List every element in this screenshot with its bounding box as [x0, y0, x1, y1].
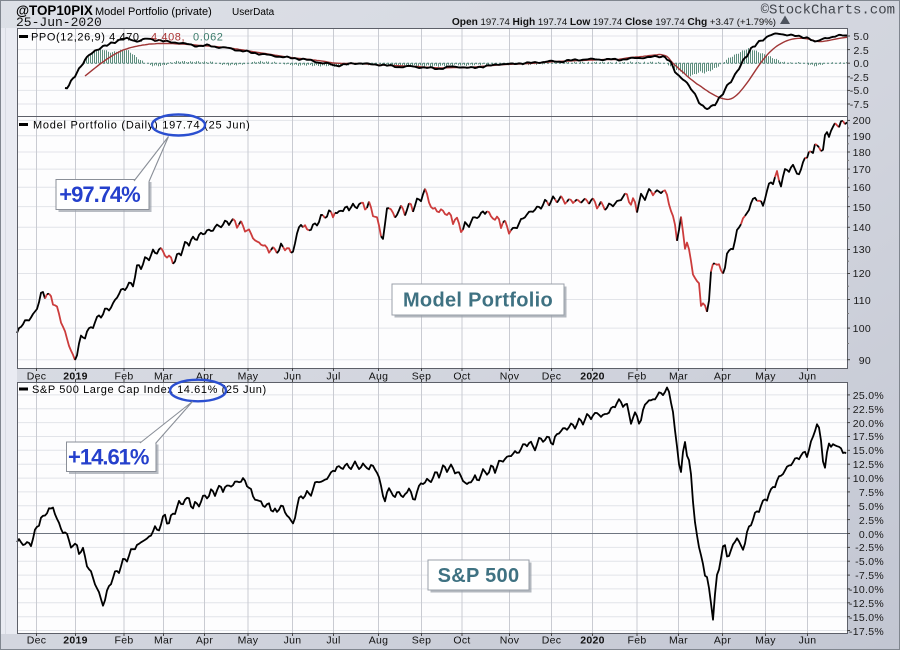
- svg-text:2.5: 2.5: [854, 45, 870, 57]
- svg-text:Model Portfolio (private): Model Portfolio (private): [95, 6, 212, 18]
- svg-text:140: 140: [853, 222, 871, 234]
- svg-text:Jul: Jul: [326, 371, 340, 383]
- svg-text:-2.5%: -2.5%: [855, 542, 884, 554]
- svg-text:15.0%: 15.0%: [853, 445, 884, 457]
- svg-text:Nov: Nov: [500, 635, 520, 647]
- svg-text:5.0: 5.0: [854, 31, 870, 43]
- svg-text:17.5%: 17.5%: [853, 431, 884, 443]
- svg-text:0.0: 0.0: [854, 58, 870, 70]
- svg-text:May: May: [755, 635, 776, 647]
- svg-text:20.0%: 20.0%: [853, 418, 884, 430]
- svg-text:Jun: Jun: [284, 371, 302, 383]
- svg-text:PPO(12,26,9) 4.470,: PPO(12,26,9) 4.470,: [31, 32, 143, 44]
- svg-text:90: 90: [859, 355, 871, 367]
- svg-text:Feb: Feb: [628, 371, 647, 383]
- svg-text:-7.5%: -7.5%: [855, 570, 884, 582]
- svg-text:170: 170: [853, 164, 871, 176]
- svg-text:150: 150: [853, 202, 871, 214]
- svg-text:May: May: [238, 635, 259, 647]
- svg-text:Apr: Apr: [714, 635, 731, 647]
- svg-text:110: 110: [853, 295, 871, 307]
- svg-text:Jun: Jun: [799, 371, 817, 383]
- svg-text:2.5%: 2.5%: [859, 515, 884, 527]
- svg-text:Feb: Feb: [628, 635, 647, 647]
- svg-text:+97.74%: +97.74%: [59, 182, 140, 207]
- svg-text:130: 130: [853, 244, 871, 256]
- svg-text:2020: 2020: [580, 635, 605, 647]
- svg-text:10.0%: 10.0%: [853, 473, 884, 485]
- svg-text:Dec: Dec: [27, 371, 47, 383]
- svg-text:-2.5: -2.5: [850, 72, 869, 84]
- svg-text:+14.61%: +14.61%: [68, 444, 149, 469]
- svg-text:2020: 2020: [580, 371, 605, 383]
- svg-text:-5.0: -5.0: [850, 85, 869, 97]
- svg-text:-10.0%: -10.0%: [849, 584, 884, 596]
- svg-text:Sep: Sep: [412, 635, 432, 647]
- svg-text:Mar: Mar: [669, 371, 688, 383]
- svg-text:100: 100: [853, 323, 871, 335]
- svg-text:Apr: Apr: [196, 635, 213, 647]
- svg-text:Dec: Dec: [542, 635, 562, 647]
- svg-text:Oct: Oct: [453, 635, 470, 647]
- svg-text:-17.5%: -17.5%: [849, 626, 884, 638]
- svg-text:S&P 500 Large Cap Index 14.61: S&P 500 Large Cap Index 14.61% (25 Jun): [32, 384, 267, 396]
- svg-text:©StockCharts.com: ©StockCharts.com: [761, 3, 895, 19]
- svg-text:5.0%: 5.0%: [859, 501, 884, 513]
- svg-text:2019: 2019: [63, 371, 88, 383]
- svg-text:Mar: Mar: [669, 635, 688, 647]
- svg-text:Sep: Sep: [412, 371, 432, 383]
- svg-text:120: 120: [853, 268, 871, 280]
- svg-text:May: May: [238, 371, 259, 383]
- svg-text:May: May: [755, 371, 776, 383]
- svg-text:Apr: Apr: [714, 371, 731, 383]
- svg-text:12.5%: 12.5%: [853, 459, 884, 471]
- svg-text:200: 200: [853, 115, 871, 127]
- svg-text:Aug: Aug: [369, 635, 389, 647]
- svg-text:Dec: Dec: [27, 635, 47, 647]
- svg-text:0.062: 0.062: [193, 32, 224, 44]
- svg-text:Feb: Feb: [115, 635, 134, 647]
- svg-text:190: 190: [853, 131, 871, 143]
- svg-text:160: 160: [853, 182, 871, 194]
- svg-text:Feb: Feb: [115, 371, 134, 383]
- svg-text:Jun: Jun: [284, 635, 302, 647]
- svg-text:22.5%: 22.5%: [853, 404, 884, 416]
- svg-text:25.0%: 25.0%: [853, 390, 884, 402]
- svg-text:4.408,: 4.408,: [151, 32, 185, 44]
- svg-text:180: 180: [853, 147, 871, 159]
- svg-text:Open 197.74 High 197.74 Low 19: Open 197.74 High 197.74 Low 197.74 Close…: [452, 17, 776, 28]
- svg-text:Jul: Jul: [326, 635, 340, 647]
- svg-text:-12.5%: -12.5%: [849, 598, 884, 610]
- svg-text:7.5%: 7.5%: [859, 487, 884, 499]
- svg-text:Model Portfolio: Model Portfolio: [403, 290, 553, 312]
- svg-text:S&P 500: S&P 500: [438, 565, 520, 587]
- svg-text:Aug: Aug: [369, 371, 389, 383]
- svg-text:-5.0%: -5.0%: [855, 556, 884, 568]
- svg-text:Mar: Mar: [154, 371, 173, 383]
- svg-text:25-Jun-2020: 25-Jun-2020: [16, 15, 102, 30]
- svg-text:@TOP10PIX: @TOP10PIX: [16, 3, 93, 18]
- svg-text:-15.0%: -15.0%: [849, 612, 884, 624]
- svg-text:Mar: Mar: [154, 635, 173, 647]
- svg-text:Nov: Nov: [500, 371, 520, 383]
- svg-text:0.0%: 0.0%: [859, 529, 884, 541]
- svg-text:Dec: Dec: [542, 371, 562, 383]
- svg-text:2019: 2019: [63, 635, 88, 647]
- svg-text:Model Portfolio (Daily) 197.7: Model Portfolio (Daily) 197.74 (25 Jun): [33, 120, 251, 132]
- svg-text:Jun: Jun: [799, 635, 817, 647]
- svg-text:-7.5: -7.5: [850, 99, 869, 111]
- svg-text:Oct: Oct: [453, 371, 470, 383]
- svg-text:UserData: UserData: [232, 7, 275, 18]
